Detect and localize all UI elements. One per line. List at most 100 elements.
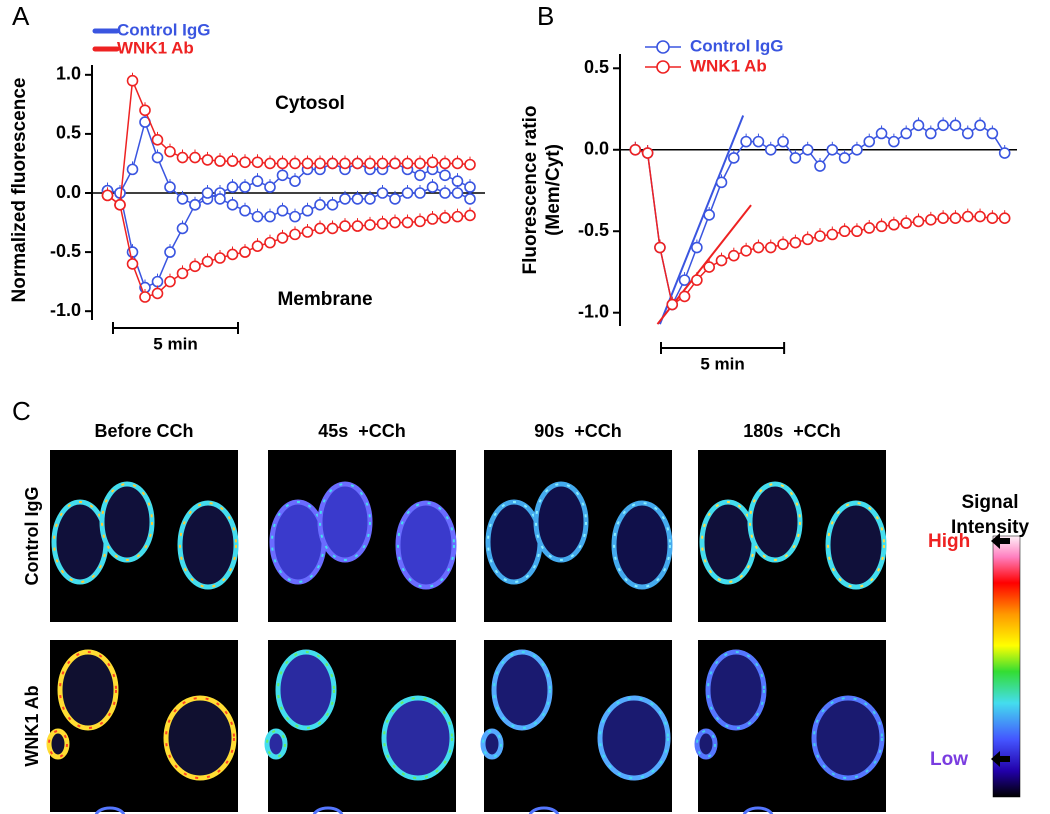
data-point — [777, 238, 789, 251]
data-point — [264, 181, 276, 193]
data-point — [801, 233, 814, 246]
data-point — [176, 193, 189, 205]
data-point — [703, 209, 715, 221]
y-axis-label: (Mem/Cyt) — [543, 144, 564, 236]
data-point — [414, 215, 426, 228]
column-title: 180s +CCh — [743, 421, 841, 441]
data-point — [201, 154, 214, 166]
data-point — [752, 135, 765, 148]
cell — [533, 481, 589, 563]
low-arrow — [991, 751, 1010, 767]
scale-bar-label: 5 min — [700, 354, 744, 373]
cell-hotspot — [383, 697, 453, 779]
colorbar-title: Signal — [961, 492, 1018, 513]
data-point — [176, 151, 189, 164]
cell-hotspot — [707, 651, 765, 729]
data-point — [239, 246, 251, 258]
cell-partial — [94, 806, 126, 814]
data-point — [715, 176, 728, 189]
data-point — [728, 152, 740, 164]
cell-partial — [312, 806, 344, 814]
data-point — [900, 127, 912, 140]
data-point — [201, 187, 214, 199]
data-point — [789, 236, 802, 249]
data-point — [276, 204, 289, 217]
data-point — [464, 193, 476, 205]
series-line — [107, 186, 471, 289]
data-point — [251, 210, 264, 223]
cell-hotspot — [535, 483, 587, 561]
row-label: WNK1 Ab — [22, 685, 42, 766]
cell — [611, 500, 673, 590]
colorbar-low: Low — [930, 749, 968, 770]
y-tick-label: -0.5 — [50, 241, 81, 261]
data-point — [777, 135, 789, 148]
legend-label: Control IgG — [690, 36, 783, 55]
data-point — [276, 157, 289, 170]
data-point — [439, 212, 451, 224]
data-point — [314, 157, 326, 170]
data-point — [875, 127, 888, 140]
data-point — [439, 187, 451, 199]
data-point — [439, 157, 451, 170]
data-point — [326, 222, 339, 235]
data-point — [301, 157, 314, 170]
data-point — [176, 267, 189, 280]
cell — [747, 481, 803, 563]
data-point — [789, 152, 802, 164]
data-point — [740, 244, 752, 257]
data-point — [214, 193, 226, 205]
micrograph — [480, 640, 672, 814]
y-tick-label: -1.0 — [578, 301, 609, 321]
data-point — [189, 199, 201, 211]
data-point — [678, 290, 691, 303]
micrograph — [698, 450, 887, 622]
data-point — [126, 258, 139, 270]
scale-bar — [112, 322, 239, 334]
data-point — [629, 143, 642, 156]
data-point — [189, 260, 201, 273]
cell-hotspot — [165, 697, 235, 779]
data-point — [826, 228, 839, 241]
micrograph — [46, 640, 238, 814]
data-point — [678, 274, 691, 286]
data-point — [264, 210, 276, 223]
data-point — [364, 157, 376, 170]
data-point — [464, 209, 476, 222]
data-point — [838, 225, 851, 238]
data-point — [715, 254, 728, 267]
y-tick-label: 0.5 — [56, 123, 81, 143]
data-point — [740, 135, 752, 148]
micrograph — [50, 450, 239, 622]
data-point — [851, 143, 863, 156]
data-point — [949, 119, 962, 132]
cell-hotspot — [613, 502, 671, 588]
data-point — [986, 212, 999, 224]
data-point — [426, 181, 439, 193]
cell-hotspot — [319, 483, 371, 561]
data-point — [666, 298, 679, 311]
data-point — [814, 160, 826, 172]
data-point — [301, 204, 314, 217]
data-point — [251, 175, 264, 187]
cell-hotspot — [749, 483, 801, 561]
data-point — [641, 147, 654, 159]
cell-hotspot — [696, 730, 716, 758]
data-point — [389, 157, 401, 170]
data-point — [764, 143, 777, 156]
data-point — [114, 187, 126, 199]
annotation: Cytosol — [275, 93, 345, 114]
data-point — [164, 246, 176, 258]
data-point — [126, 163, 139, 176]
cell-hotspot — [179, 502, 237, 588]
data-point — [139, 104, 151, 117]
panel-label: A — [12, 1, 30, 31]
data-point — [326, 157, 339, 170]
data-point — [998, 147, 1011, 159]
legend-marker — [656, 60, 670, 74]
data-point — [974, 210, 986, 223]
cell-hotspot — [48, 730, 68, 758]
data-point — [439, 169, 451, 182]
data-point — [401, 157, 414, 170]
data-point — [339, 193, 351, 205]
